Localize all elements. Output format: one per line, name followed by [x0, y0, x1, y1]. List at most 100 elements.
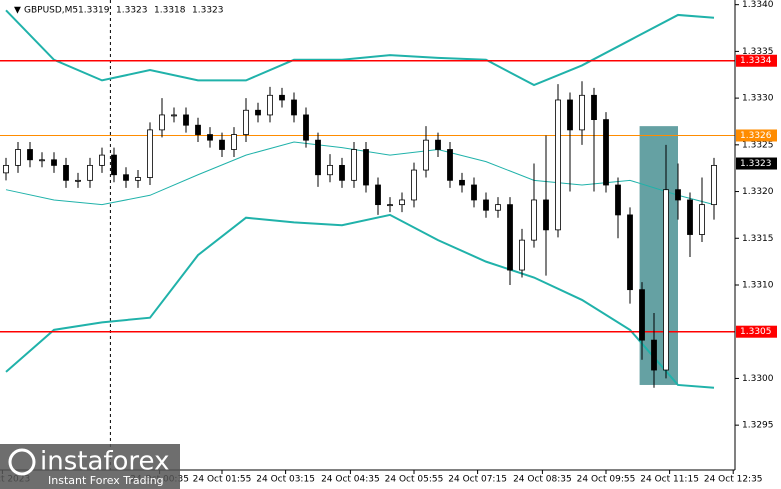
logo-icon [8, 448, 36, 476]
candle-body [255, 109, 261, 116]
candle-body [519, 239, 525, 271]
candle-body [699, 204, 705, 235]
candle-body [387, 204, 393, 207]
header-value: 1.3323 [192, 6, 224, 16]
collapse-arrow[interactable]: ▼ [14, 6, 21, 16]
header-value: 1.3323 [116, 6, 148, 16]
candle-body [243, 109, 249, 135]
candle-body [231, 134, 237, 150]
candle-body [171, 114, 177, 117]
candle-body [615, 184, 621, 216]
candle-body [447, 149, 453, 181]
candle-body [39, 159, 45, 162]
candle-body [195, 124, 201, 135]
candle-body [471, 184, 477, 201]
candle-body [399, 199, 405, 206]
candle-body [291, 99, 297, 116]
y-tick-label: 1.3310 [742, 280, 774, 290]
level-label: 1.3326 [740, 131, 772, 141]
level-label-box [736, 325, 777, 338]
logo-tagline: Instant Forex Trading [48, 474, 164, 487]
y-tick-label: 1.3295 [742, 421, 774, 431]
candle-body [3, 164, 9, 174]
plot-area [0, 0, 735, 470]
candle-body [351, 149, 357, 181]
x-tick-label: 24 Oct 11:15 [640, 475, 699, 485]
level-label-box [736, 129, 777, 142]
x-tick-label: 24 Oct 03:15 [256, 475, 315, 485]
x-tick-label: 24 Oct 05:55 [385, 475, 444, 485]
candle-body [267, 94, 273, 116]
candle-body [219, 139, 225, 150]
candle-body [207, 134, 213, 141]
candle-body [711, 164, 717, 206]
candle-body [627, 214, 633, 291]
logo-brand: instaforex [40, 447, 169, 477]
header-value: 1.3319 [78, 6, 110, 16]
candle-body [363, 149, 369, 186]
candle-body [303, 114, 309, 141]
candle-body [687, 199, 693, 235]
candle-body [75, 179, 81, 182]
candle-body [555, 99, 561, 231]
header-values: 1.3319 1.3323 1.3318 1.3323 [78, 6, 224, 16]
header-value: 1.3318 [154, 6, 186, 16]
candle-body [639, 289, 645, 341]
candle-body [339, 164, 345, 181]
candle-body [159, 114, 165, 131]
candle-body [423, 139, 429, 171]
candle-body [63, 164, 69, 181]
highlight-box [639, 126, 678, 385]
candle-body [279, 94, 285, 101]
candle-body [27, 149, 33, 161]
candle-body [111, 154, 117, 176]
candle-body [591, 94, 597, 121]
candle-body [675, 189, 681, 201]
y-tick-label: 1.3335 [742, 47, 774, 57]
candle-body [507, 204, 513, 271]
candle-body [135, 177, 141, 181]
y-tick-label: 1.3330 [742, 94, 774, 104]
candle-body [147, 129, 153, 178]
candle-body [99, 154, 105, 166]
candle-body [663, 189, 669, 371]
x-tick-label: 24 Oct 09:55 [577, 475, 636, 485]
y-tick-label: 1.3315 [742, 234, 774, 244]
candle-body [327, 164, 333, 176]
x-tick-label: 24 Oct 12:35 [704, 475, 763, 485]
candle-body [51, 159, 57, 166]
current-price-box [736, 157, 777, 170]
x-tick-label: 24 Oct 04:35 [321, 475, 380, 485]
level-label-box [736, 54, 777, 67]
level-label: 1.3305 [740, 327, 772, 337]
candle-body [531, 199, 537, 241]
symbol-title: GBPUSD,M5 [24, 6, 78, 16]
y-tick-label: 1.3300 [742, 374, 774, 384]
x-tick-label: 24 Oct 01:55 [193, 475, 252, 485]
candle-body [579, 94, 585, 131]
candle-body [603, 119, 609, 186]
level-label: 1.3334 [740, 56, 772, 66]
candle-body [651, 339, 657, 371]
y-tick-label: 1.3340 [742, 0, 774, 10]
candle-body [87, 164, 93, 181]
candle-body [315, 139, 321, 176]
candle-body [459, 179, 465, 186]
band-line [5, 9, 715, 87]
x-tick-label: 24 Oct 08:35 [513, 475, 572, 485]
candle-body [183, 114, 189, 126]
y-tick-label: 1.3320 [742, 187, 774, 197]
x-tick-label: 24 Oct 07:15 [448, 475, 507, 485]
candle-body [567, 99, 573, 131]
y-tick-label: 1.3325 [742, 140, 774, 150]
candle-body [411, 169, 417, 201]
band-line [5, 213, 715, 389]
candle-body [123, 174, 129, 181]
current-price-label: 1.3323 [740, 159, 772, 169]
candle-body [15, 149, 21, 166]
candle-body [483, 199, 489, 211]
candle-body [435, 139, 441, 150]
